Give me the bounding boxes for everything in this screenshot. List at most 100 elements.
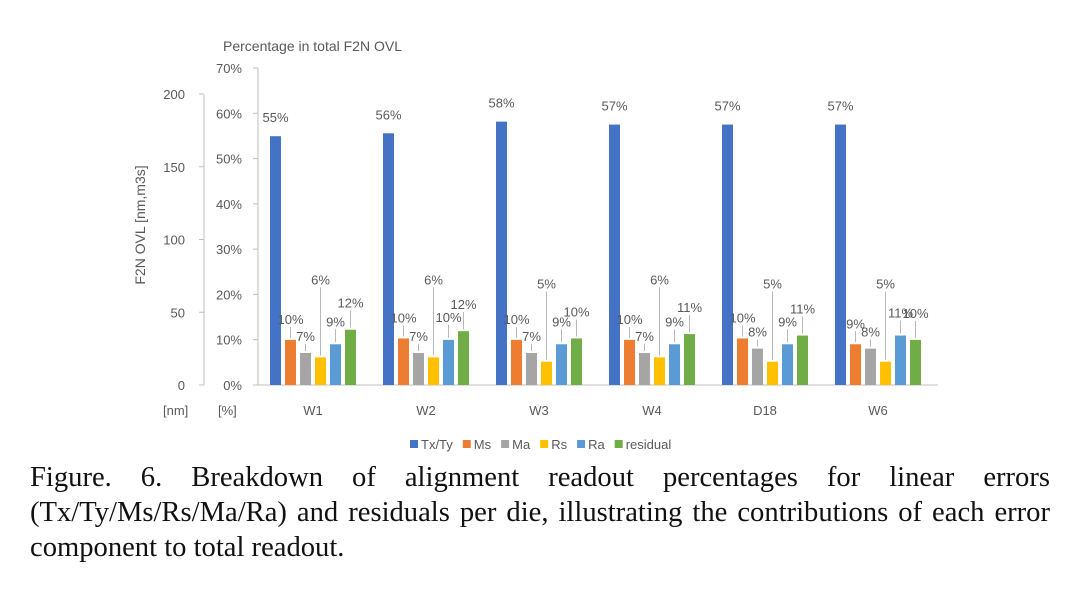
bar-rs-w4 bbox=[654, 357, 665, 385]
data-label: 5% bbox=[537, 277, 556, 292]
x-tick-label: W2 bbox=[416, 403, 436, 418]
data-label: 10% bbox=[616, 312, 642, 327]
legend-label: Ms bbox=[474, 437, 492, 452]
bar-ms-w4 bbox=[624, 339, 635, 385]
bar-txty-w2 bbox=[383, 133, 394, 385]
legend-label: Tx/Ty bbox=[421, 437, 453, 452]
legend-label: residual bbox=[626, 437, 672, 452]
data-label: 57% bbox=[601, 99, 627, 114]
data-label: 12% bbox=[337, 296, 363, 311]
right-axis-unit: [%] bbox=[218, 403, 237, 418]
bar-ma-d18 bbox=[752, 348, 763, 385]
data-label: 57% bbox=[714, 99, 740, 114]
bar-chart: Percentage in total F2N OVL F2N OVL [nm,… bbox=[132, 38, 938, 452]
bar-ra-d18 bbox=[782, 344, 793, 385]
right-axis-tick-label: 0% bbox=[223, 378, 242, 393]
bar-residual-w2 bbox=[458, 331, 469, 385]
right-axis-tick-label: 30% bbox=[216, 242, 242, 257]
bar-ms-d18 bbox=[737, 338, 748, 385]
data-label: 10% bbox=[277, 312, 303, 327]
legend-label: Ra bbox=[588, 437, 605, 452]
left-axis-tick-label: 100 bbox=[163, 233, 185, 248]
bar-residual-w6 bbox=[910, 339, 921, 385]
figure-caption: Figure. 6. Breakdown of alignment readou… bbox=[30, 462, 1050, 563]
bar-ms-w1 bbox=[285, 339, 296, 385]
bar-ma-w4 bbox=[639, 352, 650, 385]
x-tick-label: W3 bbox=[529, 403, 549, 418]
data-label: 5% bbox=[763, 277, 782, 292]
data-label: 9% bbox=[778, 314, 797, 329]
bar-ma-w3 bbox=[526, 352, 537, 385]
data-label: 6% bbox=[424, 272, 443, 287]
data-label: 57% bbox=[827, 99, 853, 114]
data-label: 10% bbox=[729, 310, 755, 325]
bar-txty-d18 bbox=[722, 124, 733, 386]
left-axis-tick-label: 50 bbox=[171, 305, 185, 320]
data-label: 6% bbox=[311, 272, 330, 287]
bar-ma-w1 bbox=[300, 352, 311, 385]
left-axis-tick-label: 150 bbox=[163, 160, 185, 175]
bar-ma-w6 bbox=[865, 348, 876, 385]
bar-ma-w2 bbox=[413, 352, 424, 385]
bar-residual-w3 bbox=[571, 338, 582, 385]
data-label: 12% bbox=[450, 297, 476, 312]
data-label: 9% bbox=[665, 314, 684, 329]
legend-label: Rs bbox=[551, 437, 567, 452]
bar-ra-w3 bbox=[556, 344, 567, 385]
data-label: 7% bbox=[522, 329, 541, 344]
legend-swatch bbox=[462, 440, 471, 448]
data-label: 7% bbox=[635, 329, 654, 344]
bar-txty-w6 bbox=[835, 124, 846, 386]
bar-residual-d18 bbox=[797, 335, 808, 385]
data-label: 8% bbox=[748, 325, 767, 340]
data-label: 5% bbox=[876, 277, 895, 292]
data-label: 9% bbox=[552, 314, 571, 329]
bar-txty-w4 bbox=[609, 124, 620, 386]
data-label: 56% bbox=[375, 107, 401, 122]
bar-txty-w1 bbox=[270, 136, 281, 385]
right-axis-tick-label: 20% bbox=[216, 287, 242, 302]
legend-swatch bbox=[614, 440, 623, 448]
data-label: 11% bbox=[888, 306, 913, 321]
data-label: 8% bbox=[861, 325, 880, 340]
data-label: 7% bbox=[296, 329, 315, 344]
bar-residual-w4 bbox=[684, 334, 695, 385]
x-tick-label: D18 bbox=[753, 403, 777, 418]
bar-rs-w2 bbox=[428, 357, 439, 385]
bar-rs-d18 bbox=[767, 361, 778, 385]
left-axis-tick-label: 0 bbox=[178, 378, 185, 393]
legend-swatch bbox=[410, 440, 418, 448]
bar-rs-w1 bbox=[315, 357, 326, 385]
data-label: 55% bbox=[262, 110, 288, 125]
bar-ms-w6 bbox=[850, 344, 861, 385]
right-axis-tick-label: 10% bbox=[216, 333, 242, 348]
bar-ra-w6 bbox=[895, 335, 906, 385]
data-label: 10% bbox=[390, 310, 416, 325]
left-axis-tick-label: 200 bbox=[163, 87, 185, 102]
data-label: 10% bbox=[563, 304, 589, 319]
legend-swatch bbox=[540, 440, 549, 448]
x-tick-label: W6 bbox=[868, 403, 888, 418]
bar-txty-w3 bbox=[496, 121, 507, 386]
bar-ms-w2 bbox=[398, 338, 409, 385]
data-label: 9% bbox=[326, 314, 345, 329]
chart-title: Percentage in total F2N OVL bbox=[223, 38, 402, 54]
data-label: 6% bbox=[650, 272, 669, 287]
legend-swatch bbox=[501, 440, 510, 448]
data-label: 10% bbox=[503, 312, 529, 327]
bar-rs-w3 bbox=[541, 361, 552, 385]
data-label: 11% bbox=[677, 300, 702, 315]
y-axis-label: F2N OVL [nm,m3s] bbox=[132, 165, 148, 284]
data-label: 11% bbox=[790, 302, 815, 317]
bar-residual-w1 bbox=[345, 329, 356, 385]
right-axis-tick-label: 60% bbox=[216, 106, 242, 121]
left-axis-unit: [nm] bbox=[163, 403, 188, 418]
bar-ms-w3 bbox=[511, 339, 522, 385]
right-axis-tick-label: 50% bbox=[216, 152, 242, 167]
bar-ra-w2 bbox=[443, 339, 454, 385]
x-tick-label: W1 bbox=[303, 403, 323, 418]
x-tick-label: W4 bbox=[642, 403, 662, 418]
legend-swatch bbox=[577, 440, 586, 448]
data-label: 7% bbox=[409, 329, 428, 344]
right-axis-tick-label: 70% bbox=[216, 61, 242, 76]
